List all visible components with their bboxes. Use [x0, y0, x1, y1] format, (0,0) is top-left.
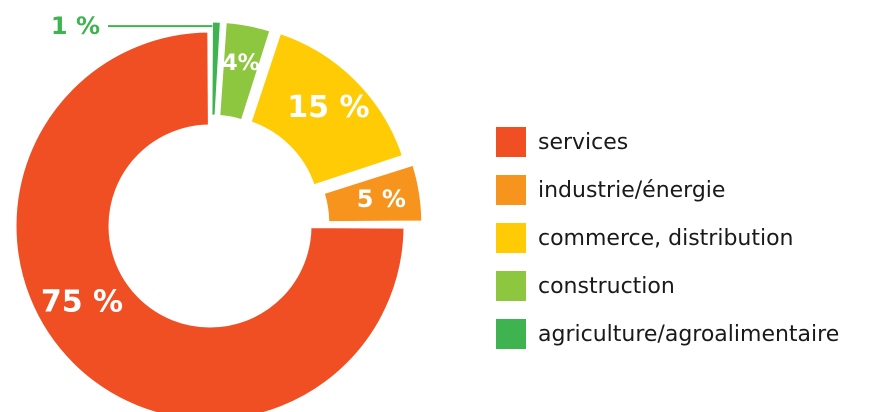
- slice-label-commerce: 15 %: [287, 90, 369, 125]
- slice-services: [13, 29, 407, 412]
- legend-item-services: services: [496, 118, 839, 166]
- legend-label-agriculture: agriculture/agroalimentaire: [538, 321, 840, 347]
- slice-label-services: 75 %: [41, 285, 123, 320]
- legend-item-agriculture: agriculture/agroalimentaire: [496, 310, 839, 358]
- legend-swatch-agriculture: [496, 319, 526, 349]
- slice-construction: [217, 20, 273, 123]
- slice-label-industrie: 5 %: [357, 185, 406, 213]
- legend-label-services: services: [538, 129, 629, 155]
- slice-industrie: [321, 162, 425, 225]
- legend-item-industrie: industrie/énergie: [496, 166, 839, 214]
- slice-commerce: [248, 30, 406, 188]
- legend-label-commerce: commerce, distribution: [538, 225, 794, 251]
- slice-label-construction: 4%: [222, 51, 259, 76]
- legend-swatch-construction: [496, 271, 526, 301]
- slice-label-agriculture: 1 %: [51, 12, 100, 40]
- legend-swatch-industrie: [496, 175, 526, 205]
- legend: services industrie/énergie commerce, dis…: [496, 118, 839, 358]
- slice-agriculture: [209, 19, 223, 118]
- legend-swatch-commerce: [496, 223, 526, 253]
- legend-label-industrie: industrie/énergie: [538, 177, 726, 203]
- legend-swatch-services: [496, 127, 526, 157]
- legend-item-commerce: commerce, distribution: [496, 214, 839, 262]
- legend-item-construction: construction: [496, 262, 839, 310]
- legend-label-construction: construction: [538, 273, 675, 299]
